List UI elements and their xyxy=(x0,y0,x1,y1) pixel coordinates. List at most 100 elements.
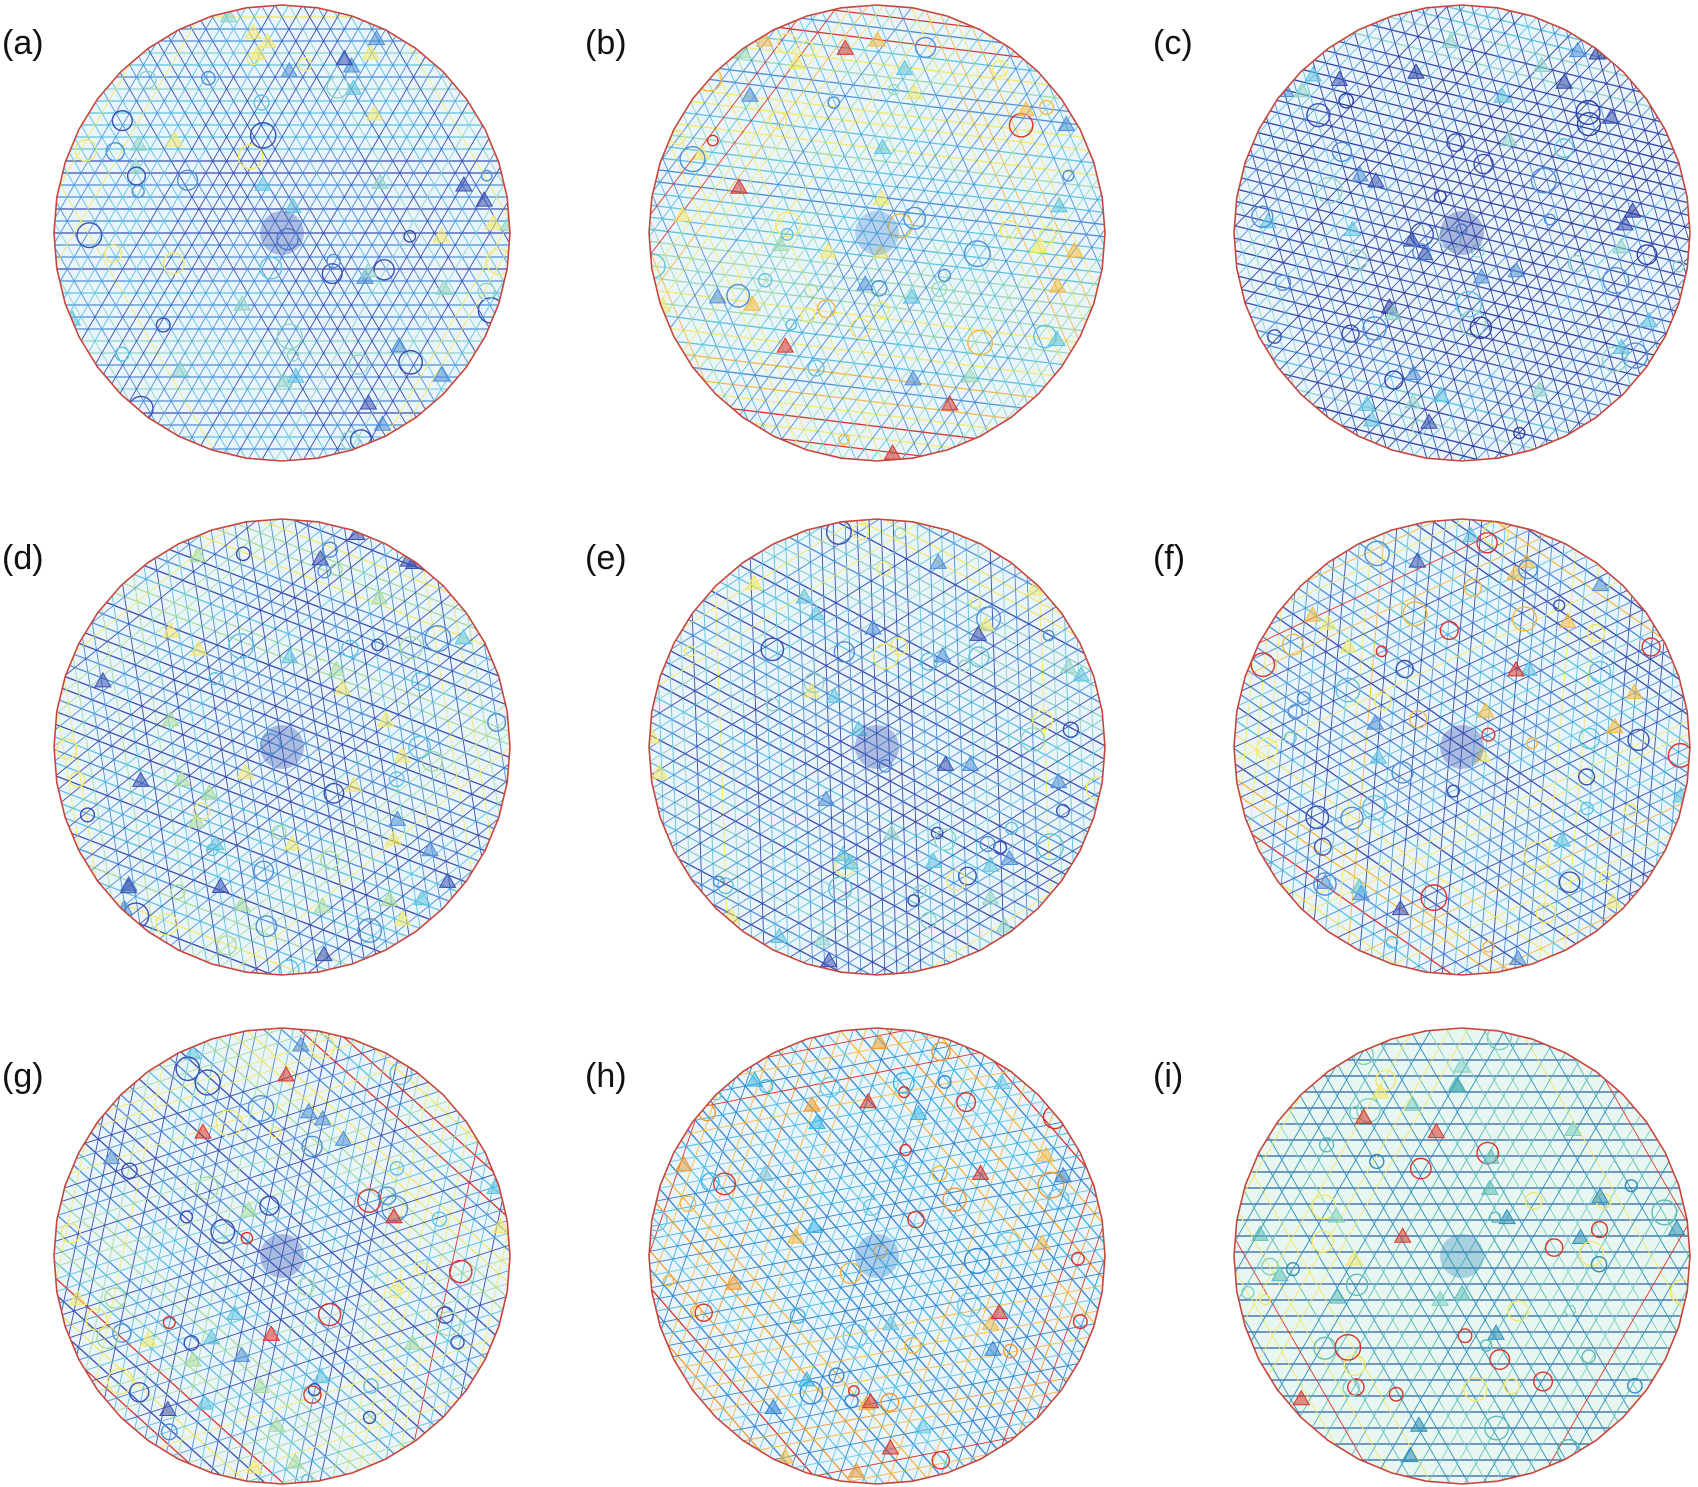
mesh-line xyxy=(1377,817,1679,960)
tile xyxy=(219,6,238,23)
ring xyxy=(1343,1354,1366,1377)
tile xyxy=(211,877,230,894)
ring xyxy=(789,1308,806,1324)
tile xyxy=(1420,413,1438,429)
ring xyxy=(999,220,1019,240)
ring xyxy=(1241,1285,1255,1300)
mesh-line xyxy=(1363,127,1665,439)
mesh-line xyxy=(660,1064,753,1330)
mesh-line xyxy=(1001,556,1016,929)
mesh-line xyxy=(1235,589,1628,774)
ring xyxy=(899,1143,912,1157)
ring xyxy=(844,1393,859,1409)
ring xyxy=(76,222,103,249)
tile xyxy=(1049,772,1068,789)
mesh-line xyxy=(1655,663,1675,867)
tile xyxy=(491,1217,510,1234)
ring xyxy=(1489,1349,1511,1370)
mesh-line xyxy=(655,1223,1103,1312)
ring xyxy=(1331,141,1353,163)
mesh-line xyxy=(1242,618,1652,810)
ring xyxy=(477,282,496,301)
mesh-line xyxy=(1024,59,1105,248)
ring xyxy=(1627,728,1650,752)
ring xyxy=(1577,768,1596,786)
tile xyxy=(344,79,363,95)
ring xyxy=(297,57,313,72)
tile xyxy=(1555,73,1574,89)
ring xyxy=(240,1231,254,1245)
tile xyxy=(376,711,395,727)
ring xyxy=(1409,222,1434,247)
mesh-line xyxy=(651,265,1089,321)
mesh-line xyxy=(1266,672,1678,865)
mesh-line xyxy=(331,524,399,944)
ring xyxy=(348,354,369,375)
mesh-line xyxy=(57,1295,266,1484)
mesh-line xyxy=(769,1031,917,1458)
mesh-line xyxy=(224,1400,459,1478)
mesh-line xyxy=(709,1030,841,1411)
mesh-line xyxy=(60,541,383,803)
mesh-line xyxy=(1234,5,1466,245)
mesh-line xyxy=(386,222,510,436)
tile xyxy=(225,1304,244,1320)
tile xyxy=(194,1123,212,1139)
ring xyxy=(934,828,957,851)
ring xyxy=(1384,370,1404,390)
mesh-line xyxy=(1283,519,1469,606)
ring xyxy=(435,1311,461,1337)
ring xyxy=(1624,1179,1638,1193)
mesh-line xyxy=(650,1093,718,1287)
mesh-line xyxy=(1234,237,1662,346)
mesh-line xyxy=(302,5,490,329)
tile xyxy=(1270,1265,1289,1282)
ring xyxy=(1283,731,1297,745)
rim xyxy=(53,518,511,976)
ring xyxy=(849,317,871,339)
mesh-line xyxy=(1051,600,1063,881)
mesh-line xyxy=(1502,533,1542,972)
mesh-line xyxy=(649,1232,869,1484)
rim xyxy=(648,4,1106,462)
mesh-line xyxy=(666,596,1050,837)
mesh-line xyxy=(691,1037,814,1389)
mesh-line xyxy=(755,1062,1053,1403)
tile xyxy=(1452,1057,1471,1073)
ring xyxy=(85,1308,108,1331)
mesh-line xyxy=(955,250,1105,448)
mesh-line xyxy=(294,1053,387,1484)
tile xyxy=(1319,614,1337,630)
ring xyxy=(74,139,97,162)
mesh-line xyxy=(861,1067,1006,1484)
ring xyxy=(819,1076,841,1098)
rim xyxy=(1233,4,1691,462)
tile xyxy=(1059,658,1078,674)
tile xyxy=(1498,1208,1516,1225)
mesh-line xyxy=(317,151,496,459)
mesh-line xyxy=(281,519,354,964)
ring xyxy=(880,1392,900,1412)
ring xyxy=(1037,1171,1065,1199)
tile xyxy=(365,104,384,121)
mesh-line xyxy=(1288,1107,1505,1481)
mesh-line xyxy=(1477,525,1518,975)
mesh-line xyxy=(670,519,880,650)
ring xyxy=(996,1231,1021,1256)
tile xyxy=(1571,1228,1590,1245)
ring xyxy=(1311,1230,1334,1253)
tile xyxy=(1343,220,1362,236)
ring xyxy=(317,564,332,579)
ring xyxy=(913,884,927,898)
tile xyxy=(1328,1288,1347,1304)
ring xyxy=(1335,677,1361,703)
ring xyxy=(1469,316,1493,339)
ring xyxy=(873,1244,888,1259)
mesh-line xyxy=(1493,257,1690,460)
mesh-line xyxy=(1241,1313,1302,1419)
tile xyxy=(1616,214,1634,231)
ring xyxy=(872,643,899,670)
tile xyxy=(380,890,399,907)
ring xyxy=(1621,342,1649,369)
ring xyxy=(371,638,384,652)
